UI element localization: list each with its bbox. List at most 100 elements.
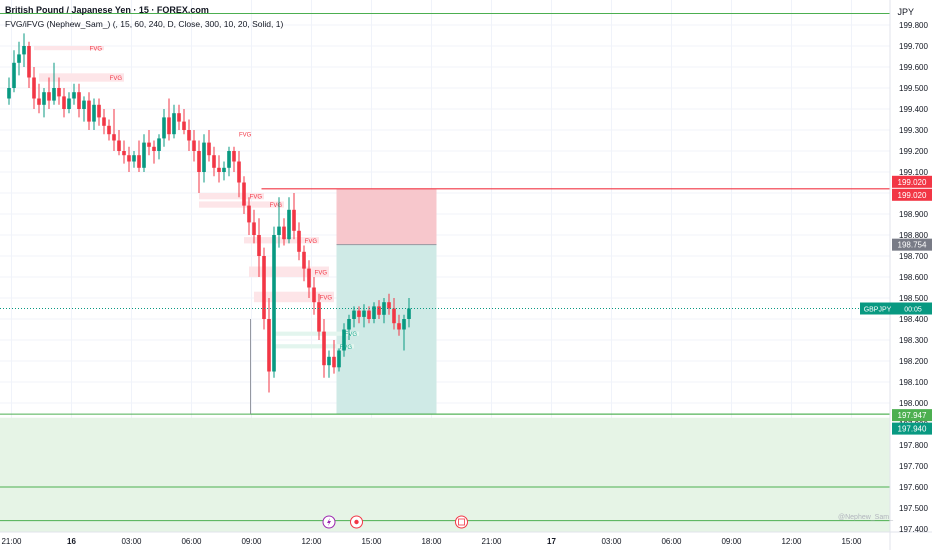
- candle-body[interactable]: [52, 88, 56, 101]
- calendar-icon[interactable]: [455, 515, 468, 529]
- candle-body[interactable]: [222, 167, 226, 172]
- candle-body[interactable]: [182, 121, 186, 130]
- candle-body[interactable]: [67, 98, 71, 110]
- fvg-bear-box: [39, 73, 124, 82]
- candle-body[interactable]: [72, 92, 76, 99]
- candle-body[interactable]: [172, 113, 176, 135]
- candle-body[interactable]: [227, 151, 231, 168]
- candle-body[interactable]: [217, 167, 221, 172]
- candle-body[interactable]: [377, 306, 381, 315]
- price-tick-label: 197.700: [899, 462, 928, 471]
- candles[interactable]: [7, 33, 411, 393]
- candle-body[interactable]: [177, 113, 181, 122]
- candle-body[interactable]: [362, 310, 366, 317]
- stop-loss-zone[interactable]: [336, 188, 437, 245]
- candle-body[interactable]: [242, 182, 246, 206]
- candle-body[interactable]: [142, 142, 146, 168]
- candle-body[interactable]: [352, 310, 356, 319]
- candle-body[interactable]: [332, 356, 336, 368]
- candle-body[interactable]: [47, 92, 51, 101]
- price-tag-green-label: 197.940: [898, 425, 927, 434]
- candle-body[interactable]: [127, 155, 131, 162]
- candle-body[interactable]: [267, 319, 271, 372]
- candle-body[interactable]: [87, 100, 91, 122]
- candle-body[interactable]: [157, 138, 161, 151]
- candle-body[interactable]: [162, 117, 166, 139]
- candle-body[interactable]: [297, 230, 301, 252]
- candle-body[interactable]: [307, 268, 311, 288]
- candle-body[interactable]: [262, 256, 266, 319]
- candle-body[interactable]: [287, 209, 291, 240]
- price-tick-label: 197.800: [899, 441, 928, 450]
- candle-body[interactable]: [167, 117, 171, 135]
- candle-body[interactable]: [207, 142, 211, 156]
- candle-body[interactable]: [372, 306, 376, 319]
- candle-body[interactable]: [57, 88, 61, 97]
- price-tick-label: 199.200: [899, 147, 928, 156]
- candle-body[interactable]: [17, 54, 21, 63]
- candle-body[interactable]: [117, 140, 121, 152]
- candle-body[interactable]: [112, 134, 116, 141]
- candle-body[interactable]: [402, 319, 406, 330]
- take-profit-zone[interactable]: [336, 244, 437, 415]
- candle-body[interactable]: [27, 46, 31, 78]
- record-icon-dot: [354, 519, 359, 525]
- candle-body[interactable]: [32, 77, 36, 99]
- candle-body[interactable]: [357, 310, 361, 317]
- candle-body[interactable]: [42, 92, 46, 105]
- candle-body[interactable]: [272, 235, 276, 372]
- candle-body[interactable]: [107, 125, 111, 135]
- candle-body[interactable]: [327, 356, 331, 366]
- candle-body[interactable]: [337, 350, 341, 368]
- candle-body[interactable]: [232, 151, 236, 162]
- candle-body[interactable]: [252, 222, 256, 235]
- candle-body[interactable]: [347, 319, 351, 330]
- candle-body[interactable]: [342, 329, 346, 351]
- candle-body[interactable]: [97, 104, 101, 118]
- chart-title[interactable]: British Pound / Japanese Yen · 15 · FORE…: [5, 5, 209, 15]
- candle-body[interactable]: [237, 161, 241, 183]
- candle-body[interactable]: [197, 151, 201, 172]
- countdown-tag: [895, 302, 932, 315]
- candle-body[interactable]: [137, 155, 141, 168]
- candle-body[interactable]: [132, 155, 136, 162]
- candle-body[interactable]: [292, 209, 296, 231]
- candle-body[interactable]: [387, 302, 391, 309]
- candle-body[interactable]: [212, 155, 216, 168]
- candle-body[interactable]: [312, 287, 316, 303]
- candle-body[interactable]: [202, 142, 206, 172]
- candle-body[interactable]: [12, 62, 16, 88]
- candle-body[interactable]: [92, 104, 96, 122]
- candle-body[interactable]: [37, 98, 41, 105]
- candle-body[interactable]: [397, 323, 401, 330]
- candle-body[interactable]: [317, 302, 321, 332]
- time-tick-label: 09:00: [721, 537, 742, 546]
- fvg-bear-box: [244, 237, 319, 244]
- candle-body[interactable]: [277, 226, 281, 235]
- candle-body[interactable]: [147, 142, 151, 147]
- candle-body[interactable]: [392, 308, 396, 324]
- candle-body[interactable]: [247, 205, 251, 223]
- indicator-legend[interactable]: FVG/iFVG (Nephew_Sam_) (, 15, 60, 240, D…: [5, 19, 284, 29]
- candle-body[interactable]: [407, 308, 411, 320]
- time-axis[interactable]: 21:00 16 03:00 06:00 09:00 12:00 15:00 18:00 21:…: [1, 537, 862, 546]
- candle-body[interactable]: [22, 46, 26, 55]
- price-tick-label: 198.500: [899, 294, 928, 303]
- event-markers[interactable]: [322, 515, 468, 529]
- candle-body[interactable]: [152, 146, 156, 151]
- candle-body[interactable]: [102, 117, 106, 126]
- price-tags: 199.020 199.020 198.754 197.947 197.940 GBPJP…: [860, 175, 932, 435]
- candle-body[interactable]: [7, 88, 11, 99]
- candle-body[interactable]: [367, 310, 371, 319]
- candle-body[interactable]: [82, 100, 86, 109]
- candle-body[interactable]: [192, 140, 196, 152]
- candle-body[interactable]: [77, 92, 81, 109]
- candle-body[interactable]: [257, 235, 261, 256]
- candle-body[interactable]: [282, 226, 286, 240]
- candle-body[interactable]: [187, 130, 191, 141]
- candle-body[interactable]: [122, 151, 126, 156]
- candle-body[interactable]: [302, 251, 306, 269]
- candle-body[interactable]: [62, 96, 66, 109]
- candle-body[interactable]: [322, 331, 326, 366]
